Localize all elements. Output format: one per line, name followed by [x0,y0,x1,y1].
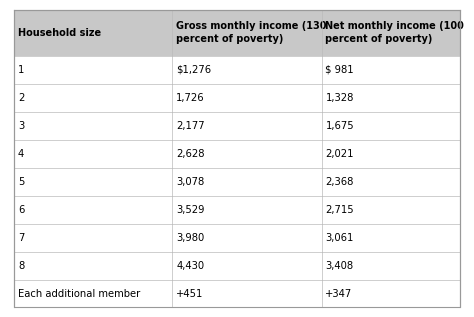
Bar [14,112,173,139]
Text: 4,430: 4,430 [176,261,204,270]
Text: 3,408: 3,408 [326,261,354,270]
Text: 2,177: 2,177 [176,121,205,131]
Text: 2: 2 [18,93,24,103]
Bar [173,84,322,112]
Text: 3,078: 3,078 [176,177,204,187]
Bar [322,56,460,84]
Text: 2,021: 2,021 [326,149,354,158]
Bar [173,251,322,280]
Bar [322,168,460,196]
Bar [173,112,322,139]
Text: 3,529: 3,529 [176,204,205,215]
Bar [322,223,460,251]
Bar [322,10,460,56]
Bar [173,280,322,307]
Text: $ 981: $ 981 [326,65,354,75]
Bar [14,196,173,223]
Bar [322,251,460,280]
Text: 3: 3 [18,121,24,131]
Text: 1: 1 [18,65,24,75]
Text: 2,715: 2,715 [326,204,354,215]
Text: 8: 8 [18,261,24,270]
Text: Net monthly income (100
percent of poverty): Net monthly income (100 percent of pover… [326,21,465,44]
Bar [173,139,322,168]
Text: 1,675: 1,675 [326,121,354,131]
Bar [173,223,322,251]
Bar [322,280,460,307]
Bar [173,56,322,84]
Bar [14,84,173,112]
Text: 3,061: 3,061 [326,233,354,243]
Text: 2,628: 2,628 [176,149,205,158]
Text: 1,726: 1,726 [176,93,205,103]
Text: 6: 6 [18,204,24,215]
Bar [322,84,460,112]
Bar [322,139,460,168]
Bar [14,139,173,168]
Bar [173,168,322,196]
Bar [14,10,173,56]
Text: Gross monthly income (130
percent of poverty): Gross monthly income (130 percent of pov… [176,21,327,44]
Bar [14,251,173,280]
Bar [322,112,460,139]
Bar [14,280,173,307]
Text: 3,980: 3,980 [176,233,204,243]
Text: Household size: Household size [18,28,101,38]
Text: +451: +451 [176,288,203,299]
Bar [14,223,173,251]
Text: Each additional member: Each additional member [18,288,140,299]
Bar [173,196,322,223]
Text: $1,276: $1,276 [176,65,211,75]
Text: 4: 4 [18,149,24,158]
Bar [173,10,322,56]
Text: +347: +347 [326,288,353,299]
Text: 1,328: 1,328 [326,93,354,103]
Bar [322,196,460,223]
Text: 5: 5 [18,177,24,187]
Bar [14,168,173,196]
Text: 7: 7 [18,233,24,243]
Text: 2,368: 2,368 [326,177,354,187]
Bar [14,56,173,84]
